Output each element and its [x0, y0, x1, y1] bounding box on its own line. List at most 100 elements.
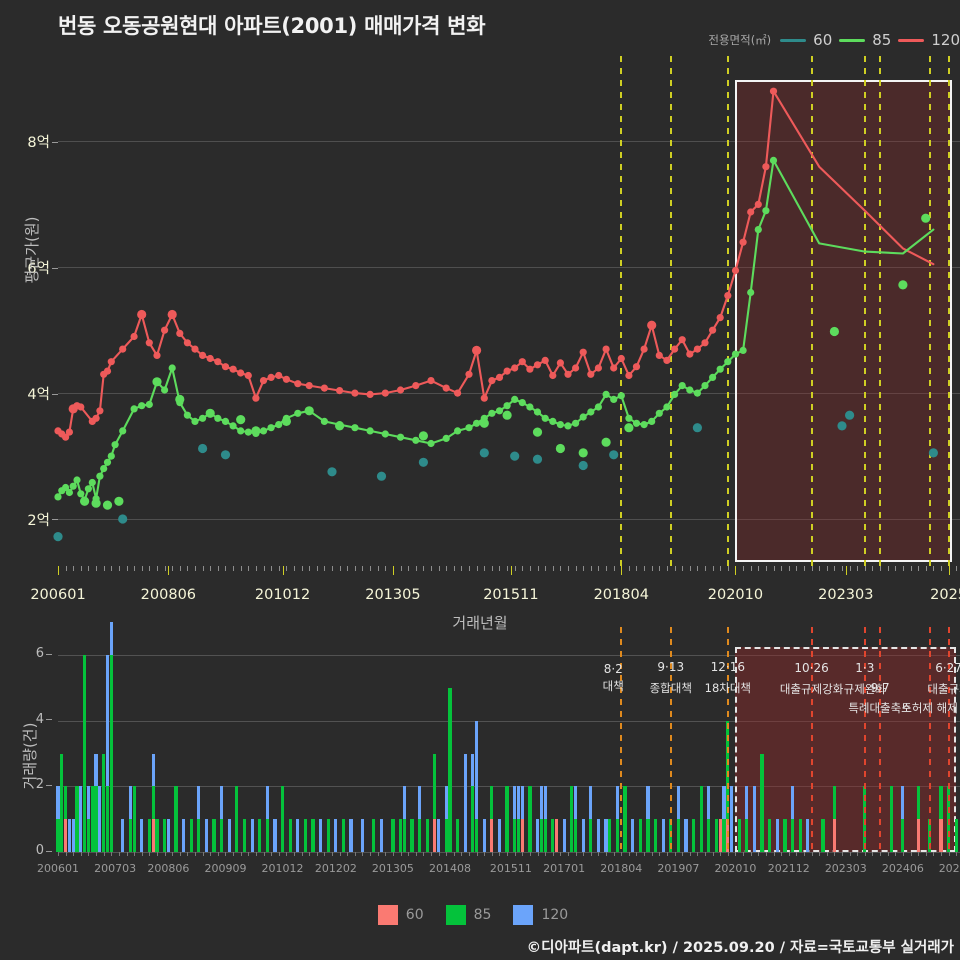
- x-minor-tick: [347, 566, 349, 571]
- x-minor-tick: [103, 566, 105, 571]
- x-minor-tick: [720, 566, 722, 571]
- x-minor-tick: [362, 566, 364, 571]
- x-minor-tick: [606, 566, 608, 571]
- gridline-y: [58, 518, 960, 520]
- policy-vline-volume-4: [863, 627, 866, 852]
- volume-bar-120: [596, 819, 601, 852]
- volume-bar-120: [471, 753, 475, 787]
- x-minor-tick: [240, 566, 242, 571]
- volume-bar-85: [109, 655, 113, 852]
- legend-bottom: 60 85 120: [0, 905, 960, 925]
- x-minor-tick: [552, 566, 554, 571]
- x-minor-tick: [111, 566, 113, 571]
- x-major-tick: [392, 566, 394, 575]
- volume-bar-120: [631, 819, 635, 852]
- volume-bar-120: [360, 819, 365, 852]
- x-major-tick: [735, 566, 737, 575]
- volume-bar-85: [768, 819, 772, 852]
- volume-x-minor-tick: [727, 852, 729, 856]
- volume-y-tick-label: 2: [0, 777, 52, 792]
- volume-bar-85: [901, 819, 905, 852]
- volume-bar-85: [691, 819, 696, 852]
- volume-x-tick-label: 202010: [714, 862, 757, 875]
- x-minor-tick: [73, 566, 75, 571]
- volume-x-minor-tick: [773, 852, 775, 856]
- volume-x-tick-label: 201408: [429, 862, 471, 875]
- volume-x-minor-tick: [118, 852, 120, 856]
- volume-x-minor-tick: [575, 852, 577, 856]
- volume-x-minor-tick: [385, 852, 387, 856]
- volume-bar-85: [444, 819, 448, 852]
- x-minor-tick: [202, 566, 204, 571]
- volume-bar-85: [939, 786, 943, 820]
- volume-x-minor-tick: [666, 852, 668, 856]
- volume-bar-85: [372, 819, 376, 852]
- volume-bar-120: [79, 786, 83, 852]
- volume-x-minor-tick: [507, 852, 509, 856]
- volume-bar-85: [288, 819, 292, 852]
- volume-x-minor-tick: [819, 852, 821, 856]
- volume-x-minor-tick: [842, 852, 844, 856]
- volume-bar-60: [832, 819, 836, 852]
- volume-bar-85: [197, 819, 201, 852]
- volume-x-minor-tick: [111, 852, 113, 856]
- volume-bar-120: [562, 819, 566, 852]
- x-minor-tick: [469, 566, 471, 571]
- volume-bar-120: [513, 786, 517, 820]
- volume-x-minor-tick: [255, 852, 257, 856]
- main-y-axis-title: 평균가(원): [22, 216, 41, 284]
- volume-x-minor-tick: [377, 852, 379, 856]
- volume-x-minor-tick: [278, 852, 280, 856]
- volume-x-minor-tick: [126, 852, 128, 856]
- x-minor-tick: [537, 566, 539, 571]
- volume-x-minor-tick: [940, 852, 942, 856]
- volume-bar-60: [151, 819, 155, 852]
- volume-bar-85: [162, 819, 167, 852]
- volume-x-minor-tick: [202, 852, 204, 856]
- page-title: 번동 오동공원현대 아파트(2001) 매매가격 변화: [58, 14, 486, 38]
- volume-x-minor-tick: [590, 852, 592, 856]
- volume-bar-85: [954, 819, 958, 852]
- volume-x-minor-tick: [659, 852, 661, 856]
- volume-bar-85: [745, 819, 749, 852]
- volume-x-minor-tick: [781, 852, 783, 856]
- x-minor-tick: [849, 566, 851, 571]
- volume-x-minor-tick: [529, 852, 531, 856]
- policy-label-4: 규제완화: [843, 682, 887, 696]
- volume-bar-120: [463, 753, 467, 852]
- volume-x-minor-tick: [849, 852, 851, 856]
- volume-x-minor-tick: [606, 852, 608, 856]
- volume-x-minor-tick: [514, 852, 516, 856]
- volume-bar-85: [83, 655, 87, 852]
- x-minor-tick: [65, 566, 67, 571]
- volume-bar-120: [181, 819, 186, 852]
- x-minor-tick: [697, 566, 699, 571]
- volume-chart-plot: [56, 622, 960, 853]
- volume-x-minor-tick: [446, 852, 448, 856]
- volume-x-minor-tick: [430, 852, 432, 856]
- volume-x-minor-tick: [651, 852, 653, 856]
- volume-x-minor-tick: [96, 852, 98, 856]
- policy-label-3: 대출규제강화: [779, 682, 844, 696]
- volume-x-minor-tick: [438, 852, 440, 856]
- volume-bar-85: [90, 786, 94, 852]
- volume-x-minor-tick: [301, 852, 303, 856]
- volume-bar-85: [490, 786, 494, 820]
- x-major-tick: [621, 566, 623, 575]
- policy-vline-main-2: [726, 56, 729, 572]
- volume-bar-85: [646, 819, 650, 852]
- volume-x-minor-tick: [765, 852, 767, 856]
- x-minor-tick: [583, 566, 585, 571]
- volume-x-minor-tick: [469, 852, 471, 856]
- policy-label-6: 토허제 해제: [901, 701, 958, 715]
- volume-bar-85: [147, 819, 151, 852]
- volume-bar-120: [646, 786, 650, 820]
- volume-bar-120: [615, 786, 620, 820]
- volume-bar-120: [296, 819, 300, 852]
- volume-bar-85: [128, 819, 132, 852]
- volume-bar-85: [174, 786, 178, 852]
- volume-bar-85: [280, 786, 285, 852]
- volume-x-minor-tick: [758, 852, 760, 856]
- volume-bar-120: [790, 786, 795, 820]
- x-minor-tick: [370, 566, 372, 571]
